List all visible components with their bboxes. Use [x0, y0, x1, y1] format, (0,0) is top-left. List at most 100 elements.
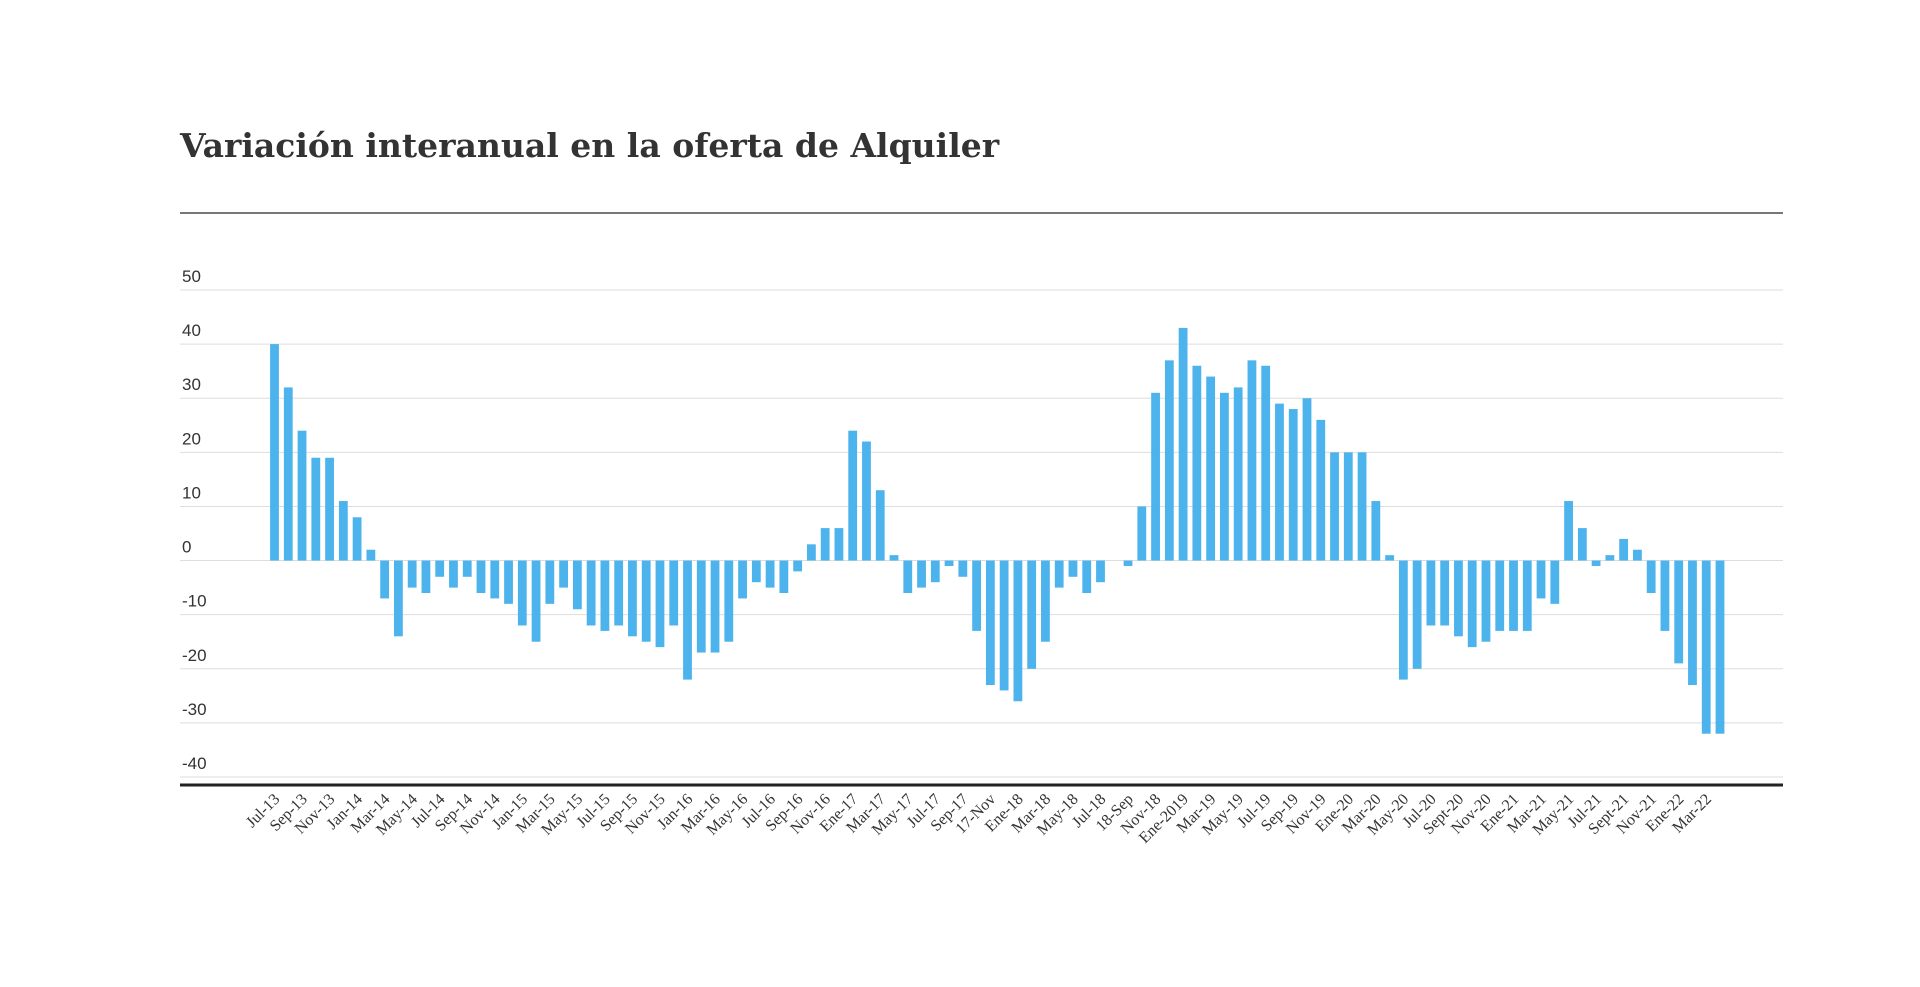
bar	[1715, 560, 1725, 734]
y-tick-label: -20	[182, 646, 207, 665]
bar	[1550, 560, 1560, 604]
bar	[504, 560, 513, 604]
y-tick-label: 20	[182, 429, 201, 448]
bar	[628, 560, 637, 637]
bar	[283, 387, 293, 561]
y-tick-label: -10	[182, 592, 207, 611]
bar	[1123, 560, 1133, 566]
bar	[1467, 560, 1477, 648]
bar	[462, 560, 472, 577]
bar	[531, 560, 541, 642]
bar	[1233, 387, 1243, 561]
bar	[1288, 409, 1298, 561]
bar	[1316, 419, 1326, 561]
y-tick-label: 0	[182, 538, 191, 557]
bar	[1275, 403, 1284, 561]
bar	[972, 560, 981, 631]
bar	[985, 560, 995, 686]
bar	[710, 560, 720, 653]
y-tick-label: -40	[182, 754, 207, 773]
bar	[1577, 528, 1587, 561]
bar	[325, 457, 334, 561]
bar	[1564, 501, 1573, 561]
bar	[614, 560, 624, 626]
bar	[930, 560, 940, 583]
bar	[875, 490, 885, 561]
bar	[517, 560, 527, 626]
bar	[834, 528, 844, 561]
bar	[1178, 327, 1188, 561]
bar	[394, 560, 403, 637]
bar	[421, 560, 431, 594]
y-tick-label: -30	[182, 700, 207, 719]
bar	[600, 560, 610, 631]
bar	[793, 560, 803, 572]
bar	[490, 560, 500, 599]
bar	[1041, 560, 1050, 642]
bar	[958, 560, 968, 577]
bar	[1247, 360, 1257, 561]
bar	[1164, 360, 1174, 561]
bar	[352, 517, 362, 561]
bar	[862, 441, 871, 561]
bar	[1330, 452, 1339, 561]
bar	[1536, 560, 1546, 599]
bar	[1220, 392, 1229, 561]
bar	[1509, 560, 1518, 631]
bar	[1591, 560, 1601, 566]
bar	[380, 560, 390, 599]
y-tick-label: 10	[182, 483, 201, 502]
bar	[944, 560, 954, 566]
bar	[683, 560, 692, 680]
bar	[738, 560, 747, 599]
bar	[655, 560, 665, 648]
bar	[696, 560, 706, 653]
bar	[1701, 560, 1711, 734]
bar	[917, 560, 926, 588]
bar	[1633, 549, 1642, 561]
bar	[1137, 506, 1147, 561]
bar	[1013, 560, 1023, 702]
bar	[338, 501, 348, 561]
bar	[751, 560, 761, 583]
bar	[1674, 560, 1684, 664]
bar	[449, 560, 458, 588]
bar	[297, 430, 307, 561]
bar	[586, 560, 596, 626]
bar	[1660, 560, 1670, 631]
bar	[1481, 560, 1491, 642]
bar	[1261, 365, 1271, 561]
y-tick-label: 50	[182, 267, 201, 286]
bar	[1412, 560, 1422, 669]
bar	[476, 560, 486, 594]
bar	[407, 560, 417, 588]
bar	[572, 560, 582, 610]
bar	[435, 560, 445, 577]
bar	[807, 544, 816, 561]
y-tick-label: 30	[182, 375, 201, 394]
bar	[848, 430, 858, 561]
bar	[1522, 560, 1532, 631]
bar	[1495, 560, 1505, 631]
bar	[1192, 365, 1202, 561]
bar	[1688, 560, 1697, 686]
bar	[1357, 452, 1367, 561]
bar	[1027, 560, 1037, 669]
bar	[311, 457, 321, 561]
bar	[1398, 560, 1408, 680]
bar	[1440, 560, 1450, 626]
bar	[1454, 560, 1463, 637]
bar	[1054, 560, 1064, 588]
bar	[765, 560, 775, 588]
bar	[1302, 398, 1312, 561]
bar	[779, 560, 789, 594]
bar	[1385, 555, 1394, 561]
bar	[903, 560, 913, 594]
bar	[1068, 560, 1078, 577]
bar	[1619, 538, 1629, 561]
bar	[820, 528, 830, 561]
bar	[1646, 560, 1656, 594]
bar	[270, 344, 279, 561]
